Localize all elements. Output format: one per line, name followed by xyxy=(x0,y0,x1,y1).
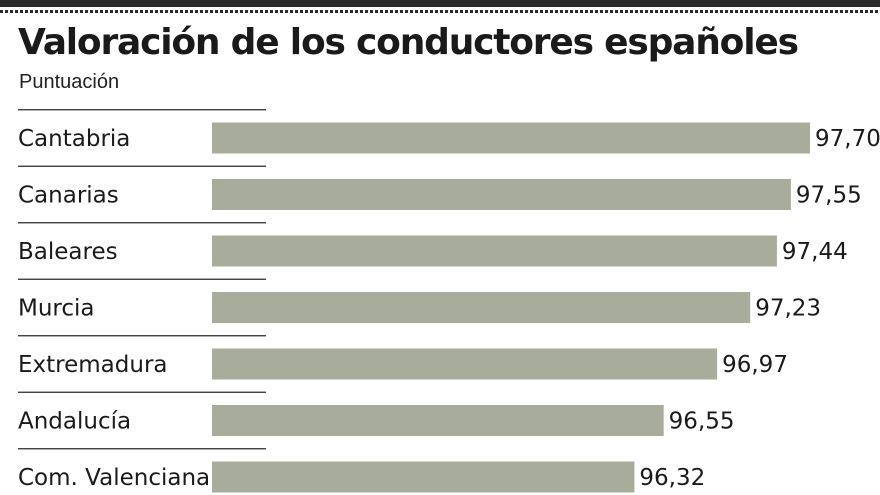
value-label: 96,97 xyxy=(722,352,788,378)
value-label: 97,23 xyxy=(755,296,821,322)
bar xyxy=(212,122,810,154)
category-label: Cantabria xyxy=(18,126,130,152)
category-label: Baleares xyxy=(18,239,118,265)
value-label: 97,70 xyxy=(815,126,880,152)
category-label: Com. Valenciana xyxy=(18,465,210,491)
category-label: Canarias xyxy=(18,183,119,209)
chart-title: Valoración de los conductores españoles xyxy=(18,22,799,63)
top-rule xyxy=(0,0,880,14)
bar xyxy=(212,235,777,267)
category-label: Murcia xyxy=(18,296,95,322)
value-label: 96,55 xyxy=(669,409,735,435)
top-rule-dashed xyxy=(0,10,880,13)
value-label: 97,55 xyxy=(796,183,862,209)
bar xyxy=(212,292,751,323)
bar xyxy=(212,179,791,210)
bar xyxy=(212,461,635,493)
category-label: Andalucía xyxy=(18,409,131,435)
value-label: 96,32 xyxy=(639,465,705,491)
top-rule-thick xyxy=(0,0,880,7)
bar xyxy=(212,348,718,380)
chart-subtitle: Puntuación xyxy=(19,71,120,93)
bar xyxy=(212,405,664,436)
value-label: 97,44 xyxy=(782,239,848,265)
category-label: Extremadura xyxy=(18,352,168,378)
